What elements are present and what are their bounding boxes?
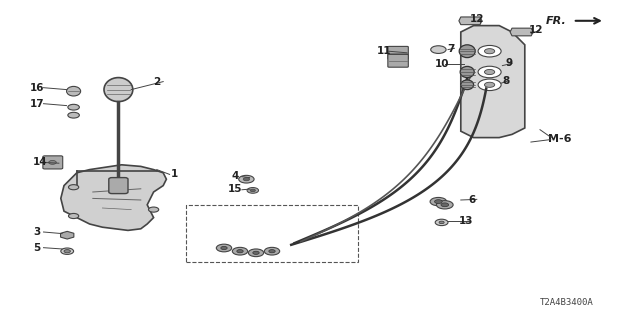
Text: 6: 6	[468, 195, 476, 205]
Text: 13: 13	[459, 216, 473, 227]
Text: 16: 16	[30, 83, 44, 93]
Circle shape	[148, 207, 159, 212]
Ellipse shape	[461, 80, 474, 90]
FancyBboxPatch shape	[388, 46, 408, 59]
Circle shape	[221, 246, 227, 250]
Ellipse shape	[67, 86, 81, 96]
Circle shape	[243, 178, 250, 181]
Text: 10: 10	[435, 59, 449, 69]
Circle shape	[264, 247, 280, 255]
Circle shape	[232, 247, 248, 255]
Circle shape	[478, 79, 501, 91]
Circle shape	[68, 104, 79, 110]
Circle shape	[436, 201, 453, 209]
Polygon shape	[459, 17, 482, 25]
Circle shape	[484, 82, 495, 87]
Text: 17: 17	[30, 99, 44, 109]
Text: 7: 7	[447, 44, 455, 54]
Text: 2: 2	[153, 76, 161, 87]
Circle shape	[250, 189, 255, 192]
Circle shape	[237, 250, 243, 253]
Text: 5: 5	[33, 243, 41, 253]
Text: 12: 12	[529, 25, 543, 36]
Circle shape	[484, 49, 495, 54]
Text: T2A4B3400A: T2A4B3400A	[540, 298, 593, 307]
Text: 1: 1	[170, 169, 178, 180]
Circle shape	[269, 250, 275, 253]
FancyBboxPatch shape	[109, 178, 128, 194]
Circle shape	[435, 200, 442, 204]
FancyBboxPatch shape	[388, 54, 408, 67]
Circle shape	[248, 249, 264, 257]
Ellipse shape	[460, 67, 474, 78]
Circle shape	[435, 219, 448, 226]
Circle shape	[484, 69, 495, 75]
Circle shape	[478, 45, 501, 57]
Ellipse shape	[104, 78, 133, 102]
FancyBboxPatch shape	[43, 156, 63, 169]
Circle shape	[478, 66, 501, 78]
Ellipse shape	[460, 45, 476, 58]
Circle shape	[247, 188, 259, 193]
Text: 11: 11	[377, 46, 391, 56]
Circle shape	[49, 161, 56, 164]
Polygon shape	[510, 28, 533, 36]
Text: 3: 3	[33, 227, 41, 237]
Text: 14: 14	[33, 156, 47, 167]
Circle shape	[61, 248, 74, 254]
Text: M-6: M-6	[548, 134, 572, 144]
Text: 12: 12	[470, 13, 484, 24]
Circle shape	[68, 112, 79, 118]
Text: 9: 9	[505, 58, 513, 68]
Polygon shape	[461, 26, 525, 138]
Polygon shape	[61, 165, 166, 230]
Circle shape	[253, 251, 259, 254]
Text: 4: 4	[232, 171, 239, 181]
Text: 8: 8	[502, 76, 509, 86]
Circle shape	[64, 250, 70, 253]
Circle shape	[216, 244, 232, 252]
Circle shape	[239, 175, 254, 183]
Circle shape	[68, 213, 79, 219]
Circle shape	[430, 197, 447, 206]
Circle shape	[441, 203, 449, 207]
Text: 15: 15	[228, 184, 243, 195]
Circle shape	[68, 185, 79, 190]
Circle shape	[439, 221, 444, 224]
Text: FR.: FR.	[546, 16, 566, 26]
Circle shape	[431, 46, 446, 53]
